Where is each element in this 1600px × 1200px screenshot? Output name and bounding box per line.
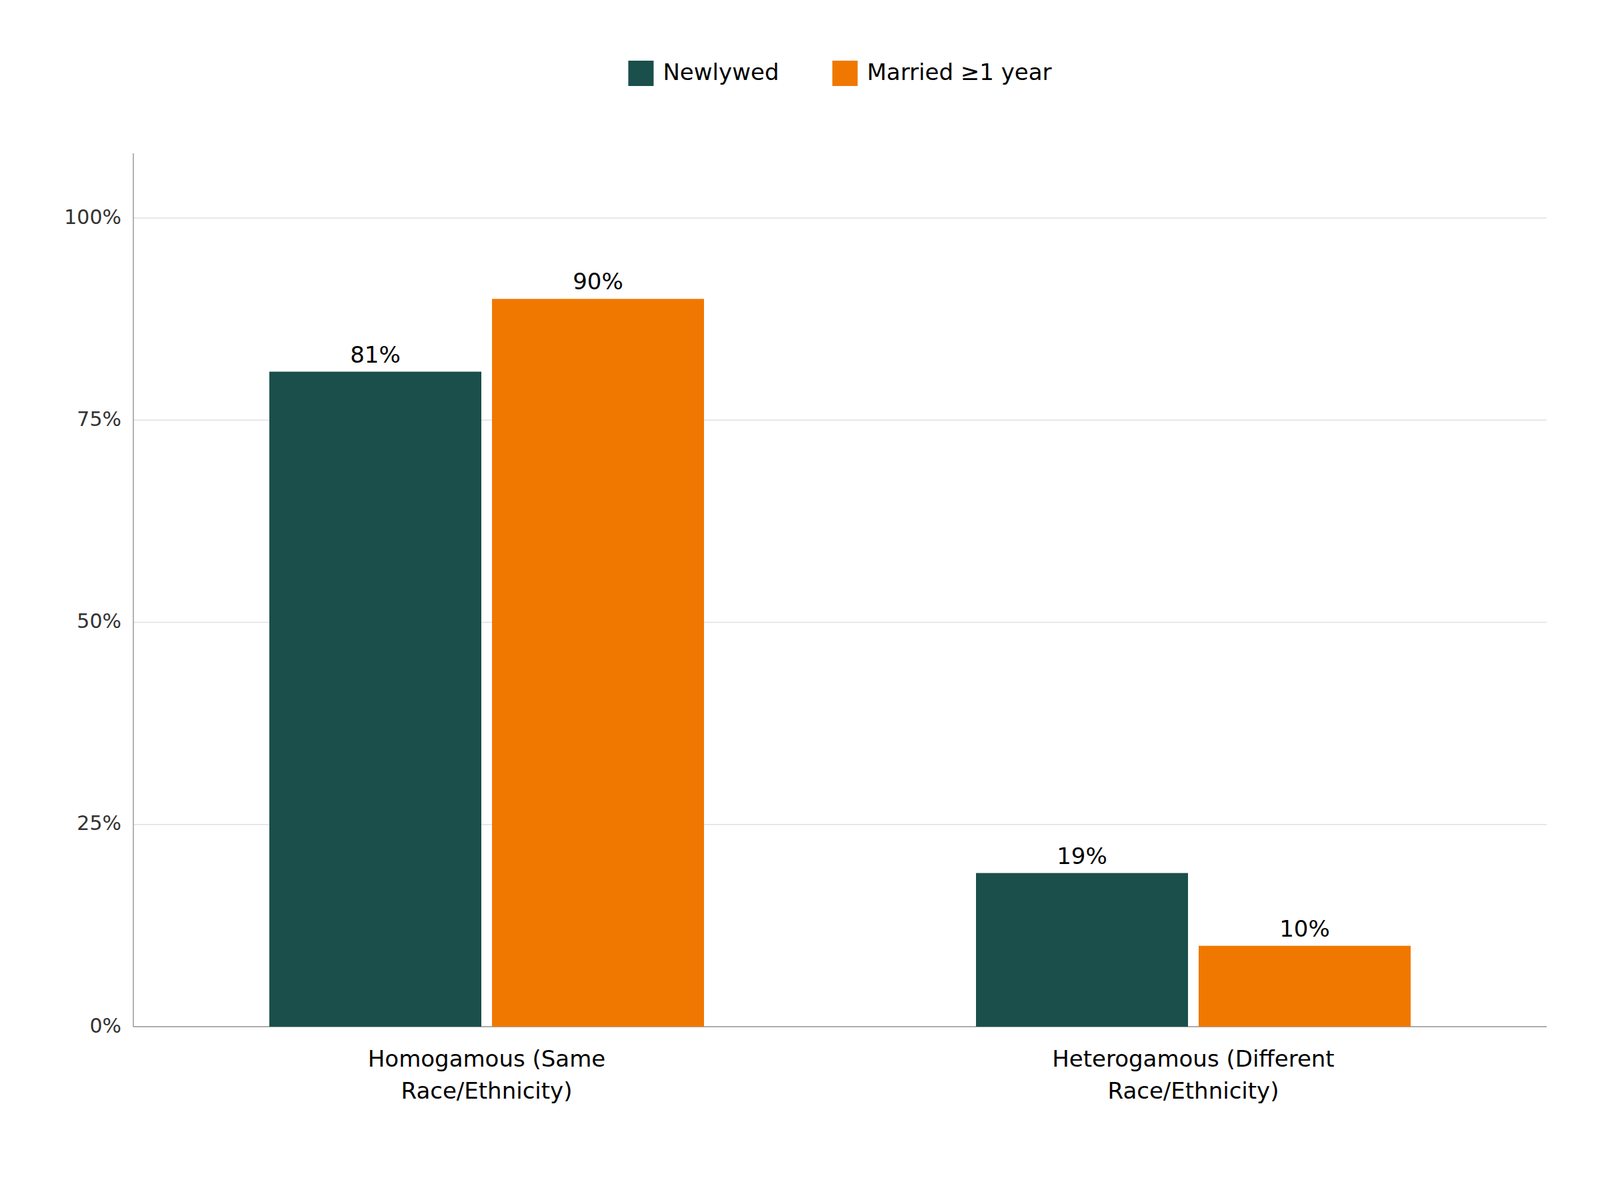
x-tick-label-line: Race/Ethnicity)	[401, 1077, 573, 1104]
data-label: 81%	[350, 341, 401, 368]
x-tick-label-line: Homogamous (Same	[368, 1045, 606, 1072]
bar	[492, 298, 704, 1027]
legend-label: Newlywed	[662, 58, 779, 86]
legend: Newlywed Married ≥1 year	[628, 58, 1052, 87]
data-label: 19%	[1056, 842, 1108, 870]
data-label: 90%	[572, 268, 624, 295]
grid-line	[133, 217, 1547, 219]
chart: 0% 25% 50% 75% 100% 81% 90% 19% 10% Homogamous (S…	[0, 0, 1600, 1200]
y-axis-line	[132, 153, 134, 1027]
y-tick-label: 50%	[76, 609, 122, 633]
grid	[133, 218, 1547, 1027]
y-tick-label: 100%	[64, 205, 122, 229]
legend-swatch	[628, 60, 654, 86]
data-label: 10%	[1279, 915, 1330, 942]
chart-container: 0% 25% 50% 75% 100% 81% 90% 19% 10% Homogamous (S…	[0, 0, 1600, 1200]
legend-item: Married ≥1 year	[832, 58, 1052, 87]
bars	[269, 298, 1411, 1027]
y-tick-label: 75%	[76, 407, 122, 431]
legend-item: Newlywed	[628, 58, 779, 87]
legend-swatch	[832, 60, 858, 86]
bar	[976, 873, 1188, 1027]
x-tick-label-line: Heterogamous (Different	[1052, 1045, 1334, 1072]
x-tick-label: Heterogamous (Different Race/Ethnicity)	[1052, 1045, 1334, 1104]
x-tick-label: Homogamous (Same Race/Ethnicity)	[368, 1045, 606, 1104]
y-tick-label: 0%	[89, 1014, 122, 1038]
bar	[269, 372, 482, 1028]
bar	[1198, 946, 1411, 1027]
y-tick-label: 25%	[76, 811, 122, 835]
legend-label: Married ≥1 year	[866, 58, 1052, 86]
x-tick-label-line: Race/Ethnicity)	[1108, 1077, 1280, 1104]
data-labels: 81% 90% 19% 10%	[350, 268, 1330, 942]
